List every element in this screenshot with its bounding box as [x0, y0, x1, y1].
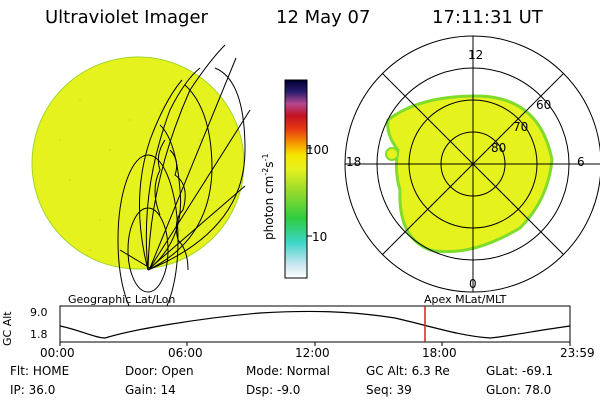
apex-caption: Apex MLat/MLT [424, 293, 507, 306]
status-seq: Seq: 39 [366, 383, 412, 397]
y-tick-9: 9.0 [30, 306, 48, 319]
status-glat: GLat: -69.1 [486, 364, 553, 378]
x-tick-2359: 23:59 [560, 346, 595, 360]
colorbar-label-100: 100 [306, 143, 329, 157]
timeline-axis-title: GC Alt [1, 311, 14, 346]
time-label: 17:11:31 UT [432, 7, 543, 28]
colorbar-units: photon cm-2s-1 [261, 153, 276, 240]
map-grid-lines [117, 44, 251, 326]
date-label: 12 May 07 [276, 7, 371, 28]
colorbar [284, 79, 308, 279]
app-title: Ultraviolet Imager [45, 7, 208, 28]
x-tick-1200: 12:00 [295, 346, 330, 360]
colorbar-label-10: 10 [312, 230, 328, 244]
status-ip: IP: 36.0 [10, 383, 56, 397]
status-gc-alt: GC Alt: 6.3 Re [366, 364, 450, 378]
mlt-label-6: 6 [577, 155, 585, 169]
status-flight: Flt: HOME [10, 364, 70, 378]
mlt-label-0: 0 [469, 277, 477, 291]
emission-patch [385, 147, 399, 161]
status-gain: Gain: 14 [125, 383, 176, 397]
x-tick-0600: 06:00 [168, 346, 203, 360]
lat-label-80: 80 [491, 141, 507, 155]
lat-label-70: 70 [513, 120, 529, 134]
status-mode: Mode: Normal [246, 364, 330, 378]
polar-plot [344, 35, 600, 293]
y-tick-1-8: 1.8 [30, 328, 48, 341]
mlt-label-18: 18 [346, 155, 362, 169]
altitude-timeline [59, 305, 571, 346]
mlt-label-12: 12 [468, 48, 484, 62]
x-tick-1800: 18:00 [422, 346, 457, 360]
lat-label-60: 60 [536, 98, 552, 112]
geographic-caption: Geographic Lat/Lon [68, 293, 176, 306]
polar-grid [344, 35, 600, 293]
status-dsp: Dsp: -9.0 [246, 383, 301, 397]
timeline-ticks [59, 342, 571, 346]
auroral-oval-emission [386, 94, 554, 254]
altitude-curve [59, 310, 571, 339]
status-glon: GLon: 78.0 [486, 383, 552, 397]
status-door: Door: Open [125, 364, 194, 378]
uv-image-panel [31, 44, 251, 326]
emission-noise [59, 79, 211, 251]
x-tick-0000: 00:00 [40, 346, 75, 360]
